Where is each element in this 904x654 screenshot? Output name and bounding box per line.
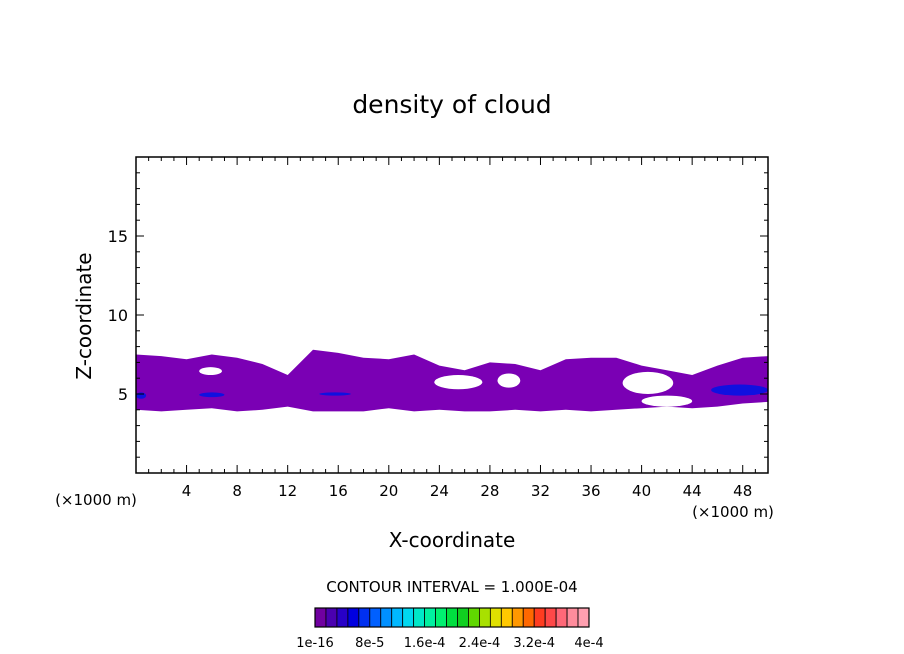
- colorbar-swatch: [468, 607, 480, 628]
- cloud-gap: [434, 375, 483, 390]
- colorbar-label: 1e-16: [296, 636, 334, 651]
- colorbar-swatch: [522, 607, 535, 628]
- x-tick-label: 16: [329, 482, 348, 500]
- colorbar-label: 2.4e-4: [459, 636, 501, 651]
- x-tick-label: 40: [632, 482, 651, 500]
- colorbar-swatch: [435, 607, 447, 628]
- colorbar-swatch: [325, 607, 338, 628]
- colorbar-swatch: [402, 607, 415, 628]
- x-tick-label: 44: [683, 482, 702, 500]
- colorbar-swatch: [314, 607, 327, 628]
- x-tick-label: 36: [581, 482, 600, 500]
- plot-frame: [135, 156, 769, 474]
- dense-core: [136, 392, 147, 399]
- colorbar-swatch: [533, 607, 546, 628]
- x-tick-label: 48: [733, 482, 752, 500]
- colorbar-swatch: [358, 607, 371, 628]
- x-tick-label: 8: [232, 482, 242, 500]
- colorbar-swatch: [380, 607, 393, 628]
- cloud-gap: [622, 371, 674, 394]
- plot-area: [136, 349, 768, 412]
- cloud-gap: [497, 373, 521, 388]
- colorbar-swatch: [577, 607, 590, 628]
- x-axis-label: X-coordinate: [389, 528, 516, 552]
- colorbar: [314, 607, 590, 628]
- y-tick-label: 5: [118, 385, 128, 404]
- contour-interval-text: CONTOUR INTERVAL = 1.000E-04: [326, 578, 577, 596]
- colorbar-label: 1.6e-4: [404, 636, 446, 651]
- colorbar-swatch: [446, 607, 458, 628]
- colorbar-swatch: [511, 607, 524, 628]
- colorbar-labels: 1e-16 8e-5 1.6e-4 2.4e-4 3.2e-4 4e-4: [296, 636, 603, 651]
- dense-core: [199, 392, 225, 398]
- x-axis: 4 8 12 16 20 24 28 32 36 40 44 48: [148, 157, 756, 500]
- chart-title: density of cloud: [352, 90, 551, 119]
- colorbar-swatch: [369, 607, 382, 628]
- colorbar-swatch: [391, 607, 404, 628]
- colorbar-swatch: [457, 607, 469, 628]
- y-tick-label: 15: [108, 227, 128, 246]
- colorbar-swatch: [555, 607, 568, 628]
- colorbar-swatch: [566, 607, 579, 628]
- colorbar-swatch: [544, 607, 557, 628]
- colorbar-swatch: [500, 607, 513, 628]
- cloud-gap: [641, 395, 693, 407]
- x-tick-label: 20: [379, 482, 398, 500]
- dense-core: [319, 392, 351, 396]
- dense-core: [711, 384, 768, 396]
- colorbar-swatch: [424, 607, 436, 628]
- cloud-gap: [199, 367, 222, 376]
- x-tick-label: 24: [430, 482, 449, 500]
- colorbar-swatch: [336, 607, 349, 628]
- colorbar-swatch: [478, 607, 491, 628]
- colorbar-swatch: [413, 607, 426, 628]
- colorbar-label: 8e-5: [355, 636, 384, 651]
- x-tick-label: 28: [480, 482, 499, 500]
- x-tick-label: 12: [278, 482, 297, 500]
- x-unit-label-left: (×1000 m): [55, 491, 137, 509]
- y-axis-label: Z-coordinate: [72, 252, 96, 379]
- colorbar-frame: [314, 607, 590, 628]
- y-axis: 5 10 15: [108, 172, 768, 458]
- colorbar-label: 3.2e-4: [513, 636, 555, 651]
- y-tick-label: 10: [108, 306, 128, 325]
- x-tick-label: 32: [531, 482, 550, 500]
- colorbar-label: 4e-4: [574, 636, 603, 651]
- x-unit-label-right: (×1000 m): [692, 503, 774, 521]
- colorbar-swatch: [347, 607, 360, 628]
- x-tick-label: 4: [182, 482, 192, 500]
- colorbar-swatch: [489, 607, 502, 628]
